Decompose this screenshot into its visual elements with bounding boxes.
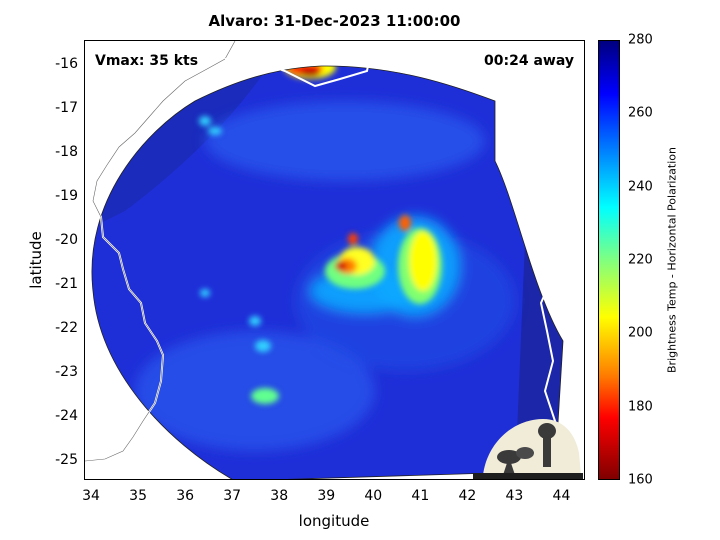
y-tick-label: -24	[55, 408, 78, 425]
y-axis-label: latitude	[27, 231, 45, 289]
colorbar-tick-label: 220	[628, 252, 653, 268]
colorbar	[598, 40, 620, 480]
x-tick-label: 39	[317, 488, 336, 504]
logo-text: C I M S S	[483, 478, 573, 480]
colorbar-tick-label: 280	[628, 32, 653, 48]
time-away-label: 00:24 away	[484, 53, 574, 69]
y-tick-label: -18	[55, 144, 78, 161]
plot-title: Alvaro: 31-Dec-2023 11:00:00	[208, 12, 461, 30]
colorbar-tick-label: 240	[628, 179, 653, 195]
vmax-label: Vmax: 35 kts	[95, 53, 199, 69]
x-tick-label: 42	[458, 488, 477, 504]
y-tick-label: -20	[55, 232, 78, 249]
x-tick-label: 44	[552, 488, 571, 504]
colorbar-tick-label: 260	[628, 105, 653, 121]
y-tick-label: -23	[55, 364, 78, 381]
colorbar-tick-label: 200	[628, 325, 653, 341]
x-tick-label: 43	[505, 488, 524, 504]
coastline-north	[224, 41, 378, 88]
colorbar-tick-label: 180	[628, 399, 653, 415]
x-tick-label: 41	[411, 488, 430, 504]
y-tick-label: -25	[55, 452, 78, 469]
x-tick-label: 34	[82, 488, 100, 504]
cimss-logo: C I M S S	[473, 419, 583, 480]
colorbar-label: Brightness Temp - Horizontal Polarizatio…	[665, 147, 679, 373]
x-tick-label: 38	[270, 488, 289, 504]
x-tick-label: 35	[129, 488, 148, 504]
y-tick-label: -21	[55, 276, 78, 293]
x-tick-label: 36	[176, 488, 195, 504]
coastline-outline	[85, 41, 236, 462]
y-tick-label: -19	[55, 188, 78, 205]
y-tick-label: -17	[55, 100, 78, 117]
map-panel: C I M S S Vmax: 35 kts 00:24 away	[84, 40, 585, 480]
y-tick-label: -22	[55, 320, 78, 337]
x-tick-label: 37	[223, 488, 242, 504]
x-axis-label: longitude	[298, 512, 370, 530]
east-coast	[539, 53, 584, 479]
x-tick-label: 40	[364, 488, 383, 504]
colorbar-tick-label: 160	[628, 472, 653, 488]
y-tick-label: -16	[55, 56, 78, 73]
brightness-temp-map: C I M S S	[85, 41, 584, 480]
